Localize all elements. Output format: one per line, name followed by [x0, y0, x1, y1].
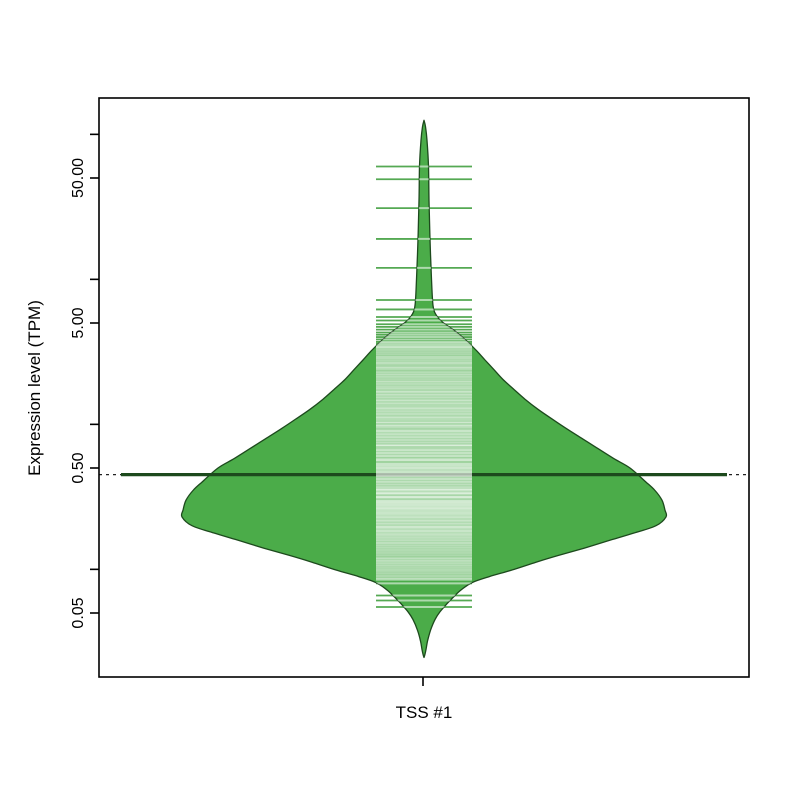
- chart-layers: 50.00 5.00 0.50 0.05: [70, 119, 749, 686]
- y-axis-title: Expression level (TPM): [25, 300, 44, 476]
- y-tick-label: 50.00: [70, 158, 87, 198]
- y-tick-label: 0.05: [70, 597, 87, 628]
- y-tick-label: 0.50: [70, 452, 87, 483]
- y-tick-label: 5.00: [70, 307, 87, 338]
- x-category-label: TSS #1: [396, 703, 453, 722]
- plot-border: [98, 97, 750, 678]
- y-axis-ticks: 50.00 5.00 0.50 0.05: [70, 133, 99, 629]
